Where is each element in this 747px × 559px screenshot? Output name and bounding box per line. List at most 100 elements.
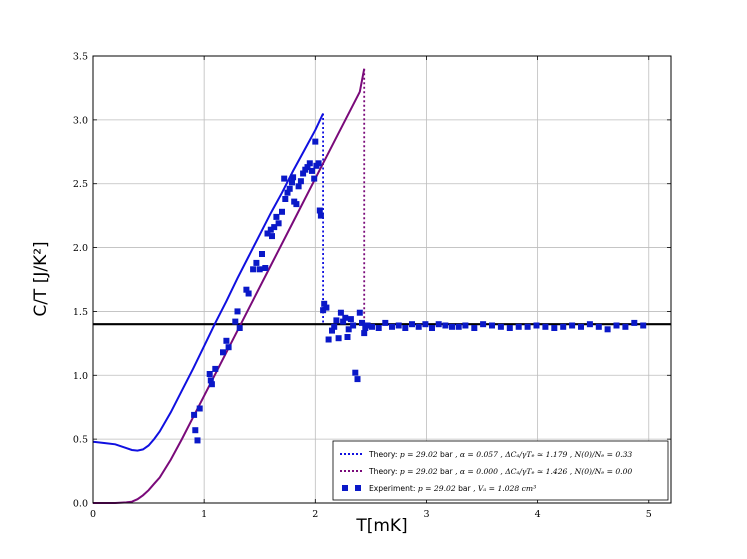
experiment-point <box>279 208 285 215</box>
experiment-point <box>352 369 359 376</box>
experiment-point <box>206 371 213 377</box>
experiment-point <box>560 323 567 330</box>
x-tick-label: 3 <box>423 509 429 520</box>
experiment-point <box>364 322 371 329</box>
experiment-point <box>236 325 243 331</box>
experiment-point <box>333 317 340 324</box>
experiment-point <box>342 314 349 321</box>
experiment-point <box>320 307 327 314</box>
experiment-point <box>300 170 307 177</box>
y-tick-label: 1.5 <box>73 307 88 318</box>
x-tick-label: 2 <box>312 509 318 520</box>
experiment-point <box>282 196 289 202</box>
experiment-point <box>389 323 395 330</box>
experiment-point <box>415 323 422 330</box>
experiment-point <box>429 325 435 331</box>
experiment-point <box>281 175 288 182</box>
y-tick-label: 3.5 <box>73 52 88 63</box>
experiment-point <box>269 233 275 240</box>
x-axis-label: T[mK] <box>355 516 407 536</box>
experiment-point <box>289 179 295 186</box>
experiment-point <box>267 226 274 233</box>
x-tick-label: 4 <box>535 509 541 520</box>
experiment-point <box>315 160 322 167</box>
experiment-point <box>515 323 522 330</box>
experiment-point <box>275 220 282 227</box>
experiment-point <box>449 323 455 330</box>
experiment-point <box>489 322 495 329</box>
experiment-point <box>194 437 201 444</box>
experiment-point <box>225 344 232 351</box>
experiment-point <box>382 319 389 326</box>
experiment-point <box>306 160 313 167</box>
y-tick-label: 2.5 <box>73 179 88 190</box>
experiment-point <box>290 174 297 181</box>
experiment-point <box>335 335 342 342</box>
experiment-point <box>297 178 304 185</box>
experiment-point <box>471 325 478 331</box>
experiment-point <box>293 201 300 208</box>
theory-curve-1 <box>92 113 325 452</box>
experiment-point <box>207 377 214 384</box>
experiment-point <box>220 349 226 356</box>
experiment-point <box>422 321 429 328</box>
experiment-point <box>613 322 620 329</box>
legend-theory2-label: Theory: p = 29.02 bar , α = 0.000 , ΔCₐ/… <box>368 467 632 476</box>
experiment-point <box>243 286 250 293</box>
experiment-point <box>223 337 230 344</box>
plot-area <box>93 56 671 503</box>
experiment-point <box>212 365 219 372</box>
experiment-point <box>551 325 558 331</box>
experiment-point <box>524 323 531 330</box>
experiment-point <box>622 323 629 330</box>
experiment-point <box>309 167 315 174</box>
experiment-point <box>354 376 361 383</box>
experiment-point <box>208 381 215 388</box>
experiment-point <box>317 212 324 219</box>
experiment-point <box>259 251 265 257</box>
experiment-point <box>284 189 291 196</box>
y-tick-label: 0.5 <box>73 435 88 446</box>
experiment-point <box>295 183 302 190</box>
experiment-point <box>369 323 375 330</box>
experiment-point <box>344 334 351 340</box>
experiment-point <box>250 266 257 273</box>
experiment-point <box>402 325 409 331</box>
experiment-point <box>375 325 382 331</box>
x-tick-label: 0 <box>90 509 96 520</box>
experiment-point <box>331 323 338 330</box>
experiment-point <box>256 266 263 273</box>
experiment-point <box>462 322 469 329</box>
plot-frame <box>92 55 672 504</box>
experiment-point <box>340 318 347 325</box>
legend-box <box>332 440 669 501</box>
experiment-point <box>264 230 271 237</box>
axis-ticks: 0 1 2 3 4 5 0.0 0.5 1.0 1.5 2.0 2.5 3.0 3.5 <box>73 52 671 520</box>
y-tick-label: 0.0 <box>73 499 88 510</box>
experiment-point <box>533 322 540 329</box>
experiment-point <box>442 322 449 329</box>
experiment-point <box>304 164 311 171</box>
experiment-point <box>578 323 584 330</box>
experiment-point <box>245 290 252 297</box>
experiment-point <box>640 322 647 329</box>
experiment-points-layer <box>191 138 647 444</box>
experiment-point <box>359 319 365 326</box>
experiment-point <box>347 316 354 323</box>
experiment-point <box>234 308 241 315</box>
experiment-point <box>196 405 203 412</box>
y-tick-label: 3.0 <box>73 115 88 126</box>
experiment-point <box>604 326 611 333</box>
theory-curve-2 <box>93 68 366 504</box>
experiment-point <box>337 309 344 316</box>
experiment-point <box>311 175 318 182</box>
experiment-point <box>586 321 593 328</box>
experiment-point <box>569 322 576 329</box>
experiment-point <box>325 336 332 343</box>
experiment-point <box>542 323 549 330</box>
experiment-point <box>312 138 319 145</box>
experiment-point <box>506 325 513 331</box>
experiment-point <box>409 321 415 328</box>
legend-experiment-label: Experiment: p = 29.02 bar , Vₐ = 1.028 c… <box>369 484 536 493</box>
experiment-point <box>232 318 239 325</box>
